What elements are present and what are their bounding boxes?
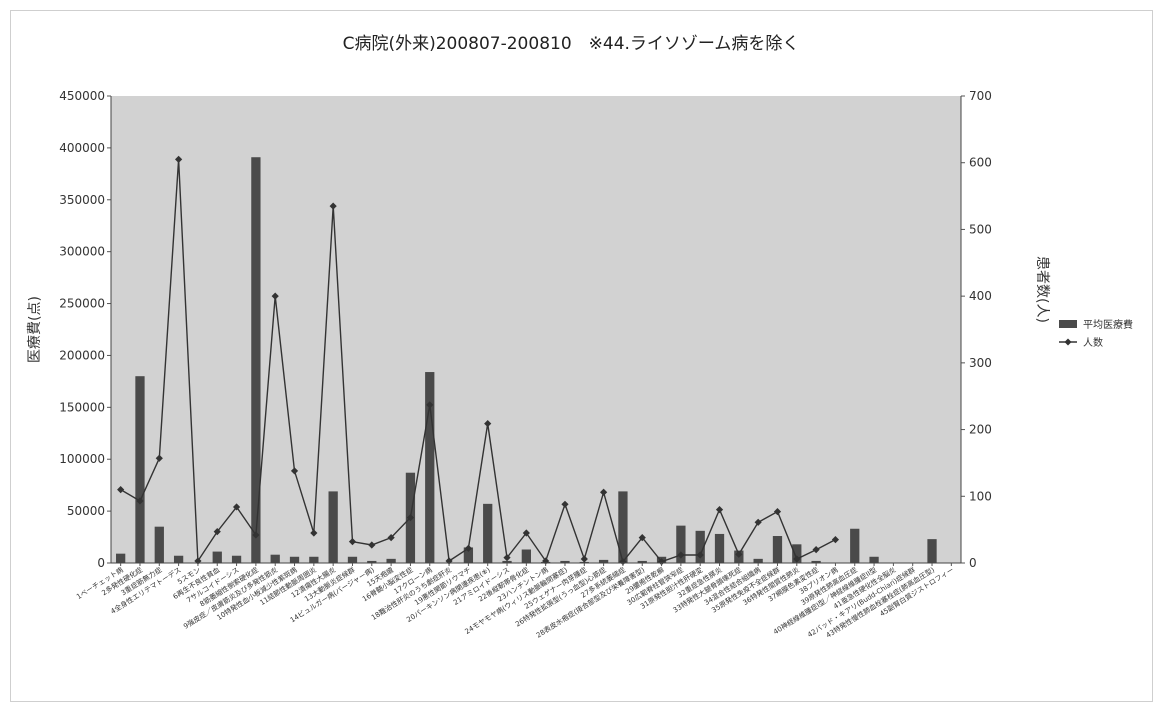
y-left-tick-label: 300000 [59,245,105,259]
bar [811,560,821,563]
line-point [426,401,434,409]
line-point [638,534,646,542]
y-right-tick-label: 700 [969,89,992,103]
line-point [213,528,221,536]
y-right-tick-label: 200 [969,423,992,437]
y-right-tick-label: 300 [969,356,992,370]
legend-swatch-bar [1059,320,1077,328]
bar [386,558,396,563]
y-left-tick-label: 0 [97,556,105,570]
y-right-tick-label: 100 [969,489,992,503]
line-point [715,506,724,514]
y-left-tick-label: 350000 [59,193,105,207]
plot-background [111,96,961,563]
line-point [329,202,337,210]
line-point [812,546,820,554]
y-left-tick-label: 200000 [59,348,105,362]
y-right-tick-label: 500 [969,222,992,236]
y-right-tick-label: 600 [969,156,992,170]
bar [502,560,512,563]
bar [289,556,300,563]
line-point [773,508,782,516]
y-right-tick-label: 0 [969,556,977,570]
line-point [793,555,801,563]
bar [714,533,725,563]
line-point [735,550,743,558]
line-point [271,292,279,300]
bar [676,525,686,563]
bar [154,526,164,563]
bar [618,491,628,563]
line-point [155,454,163,462]
line-point [117,486,125,494]
bar [483,503,493,563]
line-point [677,551,685,559]
bar [328,491,338,563]
legend-label-bar: 平均医療費 [1083,318,1133,331]
line-point [464,544,472,552]
bar [560,560,570,563]
line-point [580,555,588,563]
y-left-axis-title: 医療費(点) [26,296,43,363]
y-left-tick-label: 450000 [59,89,105,103]
bar [367,560,377,563]
chart-title: C病院(外来)200807-200810 ※44.ライソゾーム病を除く [343,34,800,54]
y-left-tick-label: 150000 [59,400,105,414]
line-point [348,538,357,546]
legend-label-line: 人数 [1083,336,1103,349]
line-point [232,503,241,511]
legend-swatch-marker [1064,338,1072,346]
line-point [484,419,492,428]
y-left-tick-label: 400000 [59,141,105,155]
line-series-path [120,159,836,564]
line-point [503,554,511,562]
line-point [310,529,318,537]
y-left-tick-label: 250000 [59,297,105,311]
bar [212,551,222,563]
bar [927,539,937,563]
bar [347,556,358,563]
bar [135,376,145,563]
bar [231,555,242,563]
bar [463,547,474,563]
line-point [754,518,762,526]
line-point [831,536,840,544]
bar [173,555,184,563]
line-point [368,541,376,549]
bar [695,530,705,563]
line-point [136,497,144,505]
bar [792,544,802,563]
bar [598,559,609,563]
bar [772,536,783,563]
bar [753,558,763,563]
bar [309,556,319,563]
line-point [290,467,299,475]
line-point [600,488,608,496]
y-right-axis-title: 患者数(人) [1034,256,1050,323]
line-point [696,551,704,559]
y-left-tick-label: 100000 [59,452,105,466]
line-point [387,534,395,542]
bar [425,372,435,563]
y-left-tick-label: 50000 [67,504,105,518]
y-right-tick-label: 400 [969,289,992,303]
line-point [522,529,530,537]
line-point [406,514,415,522]
bar [116,553,126,563]
line-point [561,500,569,508]
chart-frame: C病院(外来)200807-200810 ※44.ライソゾーム病を除く 0 500… [10,10,1153,702]
bar [521,549,531,563]
bar [637,560,647,563]
bar [270,554,280,563]
plot-area [111,96,961,566]
bar [850,528,860,563]
bar [251,157,261,563]
line-point [175,155,183,163]
bar [869,556,879,563]
chart-canvas: C病院(外来)200807-200810 ※44.ライソゾーム病を除く 0 500… [26,34,1133,640]
